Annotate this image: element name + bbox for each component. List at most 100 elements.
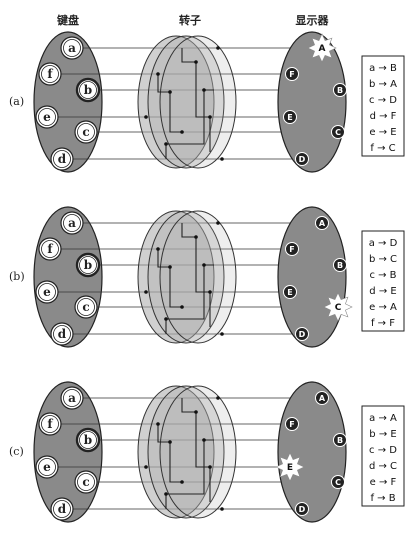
- mapping-row: a → A: [369, 413, 397, 424]
- lamp-label: C: [335, 303, 342, 313]
- lamp-label: D: [299, 505, 306, 514]
- key-label: f: [47, 67, 53, 81]
- mapping-row: f → C: [370, 143, 395, 154]
- key-ring: [41, 415, 59, 433]
- key-ring: [77, 298, 95, 316]
- lamp-label: A: [319, 219, 326, 228]
- mapping-row: e → A: [369, 302, 397, 313]
- key-ring: [53, 325, 71, 343]
- rotor-contact: [168, 90, 172, 94]
- mapping-box: [361, 55, 405, 157]
- key-ring: [38, 108, 56, 126]
- lamp-E: [283, 285, 297, 299]
- rotor-contact: [208, 465, 212, 469]
- header-rotor: 转子: [179, 13, 201, 27]
- key-f: [38, 62, 62, 86]
- key-d: [50, 147, 74, 171]
- rotor-wire: [181, 48, 211, 152]
- rotor-contact: [180, 130, 184, 134]
- lamp-C: [331, 125, 345, 139]
- key-label: c: [82, 125, 89, 139]
- lamp-E: [283, 110, 297, 124]
- rotor-ring: [159, 210, 237, 344]
- mapping-row: e → F: [370, 477, 397, 488]
- key-ring: [79, 431, 97, 449]
- key-e: [35, 455, 59, 479]
- lamp-label: F: [289, 245, 294, 254]
- lamp-B: [333, 258, 347, 272]
- display-disc: [277, 206, 347, 348]
- key-b: [75, 427, 101, 453]
- rotor-wire: [165, 89, 214, 159]
- rotor-ring: [147, 385, 225, 519]
- key-ring: [63, 389, 81, 407]
- lamp-label: D: [299, 330, 306, 339]
- rotor-contact: [180, 480, 184, 484]
- key-ring: [38, 283, 56, 301]
- key-ring: [41, 65, 59, 83]
- lamp-label: F: [289, 420, 294, 429]
- key-c: [74, 120, 98, 144]
- key-d: [50, 322, 74, 346]
- lamp-D: [295, 327, 309, 341]
- mapping-box: [361, 405, 405, 507]
- rotor-contact: [144, 465, 148, 469]
- mapping-row: d → C: [369, 461, 397, 472]
- lit-lamp-burst: [323, 292, 353, 322]
- rotor-contact: [194, 235, 198, 239]
- rotor-contact: [144, 290, 148, 294]
- lamp-F: [285, 417, 299, 431]
- key-ring: [79, 256, 97, 274]
- rotor-contact: [194, 60, 198, 64]
- rotor-wire: [181, 223, 211, 327]
- lamp-A: [315, 216, 329, 230]
- lamp-label: A: [319, 394, 326, 403]
- mapping-row: b → E: [369, 429, 396, 440]
- key-ring: [63, 214, 81, 232]
- rotor-wire: [181, 398, 211, 502]
- mapping-row: b → A: [369, 79, 397, 90]
- rotor-wire: [165, 264, 214, 334]
- lamp-label: E: [287, 463, 293, 473]
- display-disc: [277, 31, 347, 173]
- key-label: c: [82, 475, 89, 489]
- key-ring: [53, 150, 71, 168]
- key-label: a: [68, 391, 76, 405]
- lamp-F: [285, 242, 299, 256]
- lamp-label: B: [337, 261, 343, 270]
- lamp-B: [333, 83, 347, 97]
- lamp-label: F: [289, 70, 294, 79]
- key-ring: [53, 500, 71, 518]
- key-ring: [63, 39, 81, 57]
- mapping-row: c → D: [369, 95, 397, 106]
- lamp-label: E: [287, 288, 292, 297]
- mapping-row: a → D: [369, 238, 398, 249]
- mapping-row: d → F: [370, 111, 397, 122]
- display-disc: [277, 381, 347, 523]
- lamp-label: C: [335, 478, 341, 487]
- rotor-contact: [168, 265, 172, 269]
- lamp-B: [333, 433, 347, 447]
- key-b: [75, 77, 101, 103]
- key-label: e: [43, 285, 51, 299]
- rotor-wire: [165, 439, 214, 509]
- key-label: d: [58, 502, 67, 516]
- rotor-contact: [208, 115, 212, 119]
- key-f: [38, 412, 62, 436]
- key-d: [50, 497, 74, 521]
- panel-label: (c): [9, 445, 24, 458]
- rotor-contact: [202, 263, 206, 267]
- rotor-ring: [137, 385, 215, 519]
- rotor-contact: [194, 410, 198, 414]
- key-ring: [79, 81, 97, 99]
- lamp-label: B: [337, 86, 343, 95]
- key-label: b: [84, 433, 92, 447]
- lit-lamp-burst: [275, 452, 305, 482]
- panel-label: (a): [9, 95, 24, 108]
- rotor-ring: [147, 210, 225, 344]
- panel-2: (b) a f b e c d A F B E C Da → D b → C c → B d → E e → A…: [9, 206, 405, 348]
- lamp-label: A: [319, 44, 326, 54]
- lamp-D: [295, 152, 309, 166]
